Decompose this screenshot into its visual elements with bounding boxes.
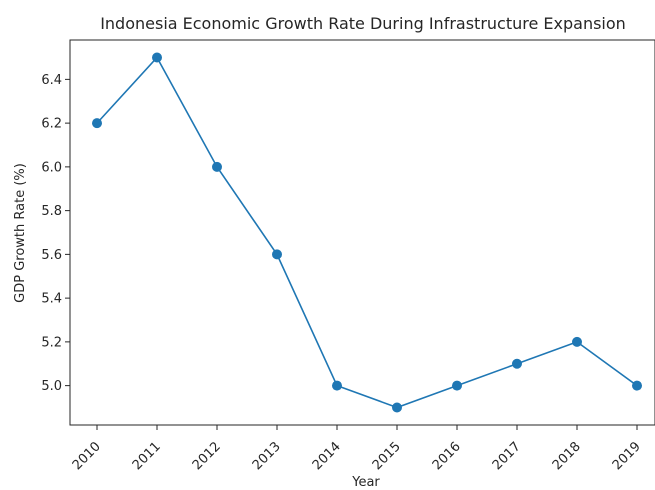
- y-axis: 5.0 5.2 5.4 5.6 5.8 6.0 6.2 6.4: [41, 73, 70, 394]
- chart-title: Indonesia Economic Growth Rate During In…: [100, 14, 626, 33]
- y-tick-label: 5.8: [41, 204, 62, 219]
- x-tick-label: 2013: [250, 439, 284, 473]
- data-point: [452, 380, 462, 391]
- data-point: [332, 380, 342, 391]
- series-line: [96, 56, 638, 409]
- data-point: [212, 161, 222, 172]
- y-tick-label: 5.2: [41, 335, 62, 350]
- data-point: [152, 52, 162, 63]
- data-point: [92, 118, 102, 129]
- y-tick-label: 5.0: [41, 379, 62, 394]
- x-tick-label: 2016: [430, 439, 464, 473]
- x-tick-label: 2015: [370, 439, 404, 473]
- y-tick-label: 6.4: [41, 73, 62, 88]
- y-axis-label: GDP Growth Rate (%): [13, 163, 28, 303]
- data-point: [572, 336, 582, 347]
- data-point: [272, 249, 282, 260]
- x-tick-label: 2014: [310, 439, 344, 473]
- x-tick-label: 2018: [550, 439, 584, 473]
- data-point: [512, 358, 522, 369]
- x-tick-label: 2011: [130, 439, 164, 473]
- x-tick-label: 2019: [610, 439, 644, 473]
- x-axis-label: Year: [351, 475, 380, 490]
- y-tick-label: 5.4: [41, 292, 62, 307]
- y-tick-label: 5.6: [41, 248, 62, 263]
- plot-frame: [69, 39, 655, 426]
- data-point: [632, 380, 642, 391]
- x-tick-label: 2012: [190, 439, 224, 473]
- y-tick-label: 6.0: [41, 160, 62, 175]
- x-tick-label: 2017: [490, 439, 524, 473]
- data-point: [392, 402, 402, 413]
- series-layer: [92, 52, 642, 413]
- y-tick-label: 6.2: [41, 117, 62, 132]
- x-tick-label: 2010: [70, 439, 104, 473]
- x-axis: 2010 2011 2012 2013 2014 2015 2016 2017 2018 2019: [70, 425, 644, 473]
